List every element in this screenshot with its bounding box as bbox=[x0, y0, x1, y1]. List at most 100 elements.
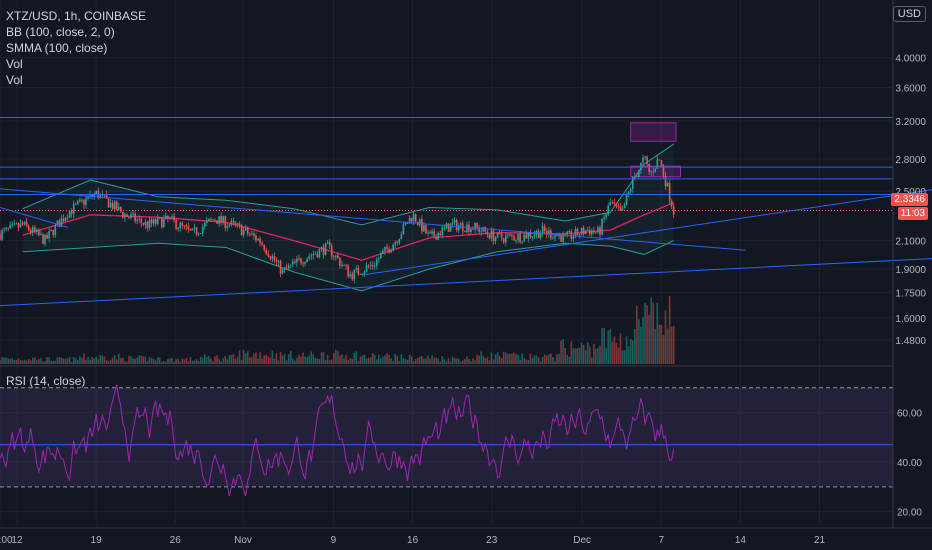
trendlines[interactable] bbox=[0, 165, 932, 307]
candle-body bbox=[113, 201, 116, 210]
candle-body bbox=[134, 213, 136, 222]
legend-smma[interactable]: SMMA (100, close) bbox=[6, 41, 108, 55]
volume-bar bbox=[23, 359, 26, 364]
candle-body bbox=[79, 199, 81, 202]
legend-symbol[interactable]: XTZ/USD, 1h, COINBASE bbox=[6, 9, 147, 23]
candle-body bbox=[328, 242, 331, 246]
trendline[interactable] bbox=[0, 206, 68, 228]
candle-body bbox=[46, 234, 48, 239]
volume-bar bbox=[631, 340, 634, 364]
candle-body bbox=[552, 238, 554, 240]
volume-bar bbox=[60, 357, 63, 364]
volume-bar bbox=[533, 355, 536, 364]
volume-bar bbox=[543, 354, 546, 364]
legend-bb[interactable]: BB (100, close, 2, 0) bbox=[6, 25, 115, 39]
volume-bar bbox=[326, 354, 329, 364]
candle-body bbox=[398, 238, 401, 244]
volume-bar bbox=[214, 356, 216, 364]
price-zone[interactable] bbox=[630, 122, 677, 142]
volume-bar bbox=[210, 358, 212, 364]
volume-bar bbox=[359, 356, 362, 364]
volume-bar bbox=[556, 354, 558, 364]
currency-button[interactable]: USD bbox=[892, 6, 926, 22]
volume-bar bbox=[25, 360, 28, 364]
candle-body bbox=[3, 229, 5, 231]
volume-bar bbox=[66, 358, 69, 364]
volume-bar bbox=[519, 359, 521, 364]
volume-bar bbox=[29, 360, 32, 364]
candle-body bbox=[64, 217, 67, 222]
volume-bar bbox=[570, 341, 573, 364]
volume-bar bbox=[242, 349, 245, 364]
candle-body bbox=[386, 246, 388, 249]
candle-body bbox=[226, 226, 229, 228]
candle-body bbox=[629, 188, 632, 192]
volume-bar bbox=[550, 353, 552, 364]
candle-body bbox=[609, 202, 612, 206]
candle-body bbox=[543, 226, 546, 231]
volume-bar bbox=[371, 353, 374, 364]
volume-bar bbox=[351, 358, 354, 364]
volume-bar bbox=[83, 353, 85, 364]
candle-body bbox=[449, 223, 452, 232]
volume-bar bbox=[132, 358, 134, 364]
trendline[interactable] bbox=[0, 250, 932, 307]
candle-body bbox=[361, 273, 364, 275]
volume-bar bbox=[572, 348, 575, 364]
candle-body bbox=[517, 233, 519, 241]
trendline[interactable] bbox=[361, 165, 932, 276]
candle-body bbox=[525, 234, 528, 239]
volume-bar bbox=[228, 354, 231, 364]
legend-vol-1[interactable]: Vol bbox=[6, 57, 23, 71]
volume-bar bbox=[609, 329, 612, 364]
candle-body bbox=[335, 255, 337, 257]
candle-body bbox=[330, 245, 333, 257]
volume-bar bbox=[627, 346, 630, 364]
candle-body bbox=[504, 235, 507, 243]
rsi-legend[interactable]: RSI (14, close) bbox=[6, 374, 86, 388]
candle-body bbox=[5, 227, 7, 230]
volume-bar bbox=[40, 357, 42, 364]
horizontal-levels[interactable] bbox=[0, 116, 893, 212]
candle-body bbox=[660, 160, 663, 166]
candle-body bbox=[457, 225, 460, 231]
volume-bar bbox=[361, 355, 364, 364]
candle-body bbox=[605, 214, 607, 218]
volume-bar bbox=[316, 358, 319, 364]
candle-body bbox=[625, 195, 628, 205]
time-tick-label: Dec bbox=[573, 535, 591, 546]
volume-bar bbox=[373, 354, 376, 364]
volume-bar bbox=[169, 358, 171, 364]
volume-bar bbox=[97, 359, 100, 364]
legend-vol-2[interactable]: Vol bbox=[6, 73, 23, 87]
candle-body bbox=[19, 223, 22, 228]
candle-body bbox=[115, 201, 118, 211]
candle-body bbox=[560, 235, 562, 242]
volume-bar bbox=[271, 350, 274, 364]
volume-bar bbox=[163, 361, 165, 364]
candle-body bbox=[44, 234, 46, 244]
volume-bar bbox=[322, 352, 325, 364]
volume-bar bbox=[453, 357, 456, 364]
candle-body bbox=[48, 231, 50, 239]
volume-bar bbox=[666, 328, 669, 364]
time-tick-label: 12 bbox=[11, 535, 23, 546]
volume-bar bbox=[115, 359, 118, 364]
volume-bar bbox=[431, 355, 433, 364]
volume-bar bbox=[287, 354, 290, 364]
candle-body bbox=[206, 220, 208, 223]
price-tick-label: 4.0000 bbox=[895, 54, 926, 65]
volume-bar bbox=[482, 355, 485, 364]
volume-bar bbox=[392, 361, 394, 364]
time-tick-label: 9 bbox=[331, 535, 337, 546]
candle-body bbox=[146, 221, 149, 229]
candle-body bbox=[382, 250, 384, 254]
candle-body bbox=[269, 256, 272, 259]
volume-bar bbox=[50, 360, 52, 364]
candle-body bbox=[492, 230, 495, 242]
volume-bar bbox=[406, 359, 409, 364]
trendline[interactable] bbox=[0, 188, 747, 251]
candle-body bbox=[124, 214, 126, 218]
candle-body bbox=[265, 250, 268, 254]
